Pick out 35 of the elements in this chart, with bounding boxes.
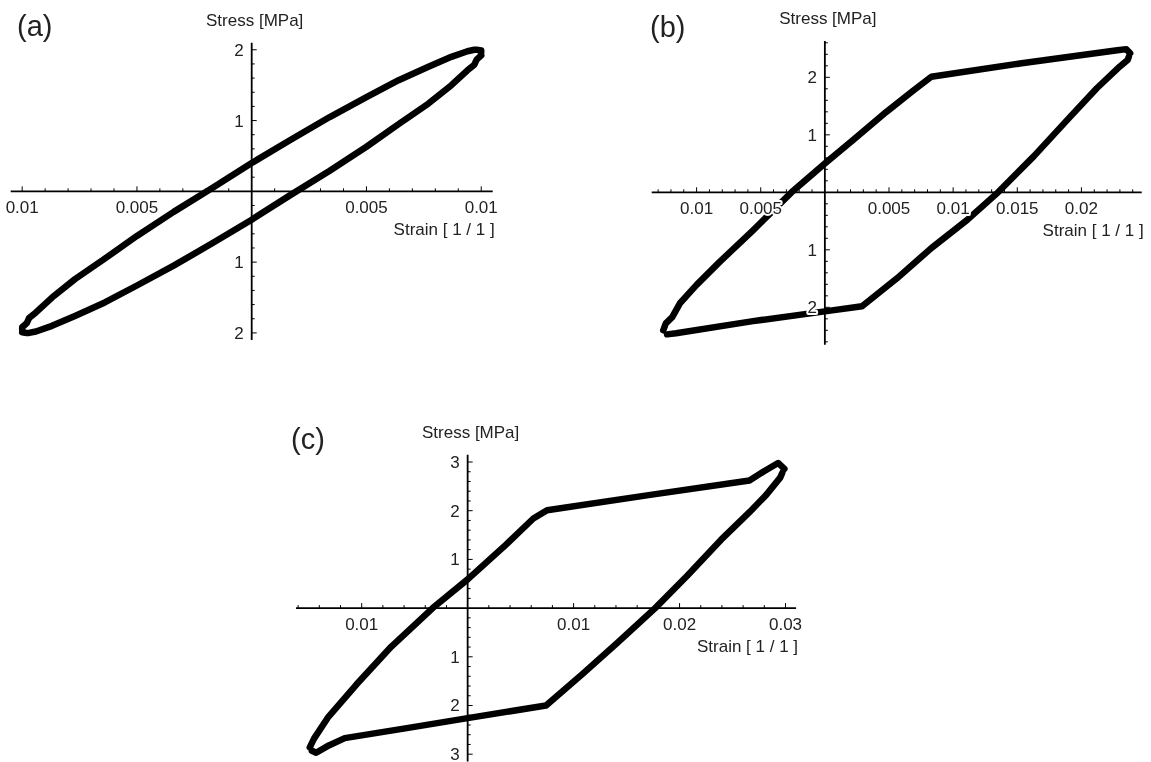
y-tick-label: 3 xyxy=(450,745,460,762)
x-tick-label: 0.02 xyxy=(1064,199,1098,219)
x-axis-title: Strain [ 1 / 1 ] xyxy=(393,220,495,240)
y-axis-title: Stress [MPa] xyxy=(206,10,304,30)
x-tick-label: 0.01 xyxy=(345,615,379,635)
y-tick-label: 2 xyxy=(234,40,244,60)
x-tick-label: 0.01 xyxy=(680,199,714,219)
y-tick-label: 2 xyxy=(234,323,244,343)
chart-title: (c) xyxy=(291,423,325,455)
y-tick-label: 1 xyxy=(807,240,817,260)
chart-title: (b) xyxy=(650,11,686,43)
x-tick-label: 0.005 xyxy=(867,199,911,219)
x-tick-label: 0.03 xyxy=(768,615,803,635)
x-tick-label: 0.01 xyxy=(936,199,970,219)
y-tick-label: 1 xyxy=(807,125,817,145)
x-tick-label: 0.02 xyxy=(663,615,697,635)
x-tick-label: 0.01 xyxy=(5,198,39,218)
y-tick-label: 2 xyxy=(807,68,817,88)
y-tick-label: 1 xyxy=(450,550,460,570)
y-tick-label: 3 xyxy=(450,452,460,472)
x-tick-label: 0.005 xyxy=(345,198,388,218)
y-tick-label: 1 xyxy=(234,253,244,273)
x-tick-label: 0.01 xyxy=(464,198,498,218)
x-axis-title: Strain [ 1 / 1 ] xyxy=(696,637,799,657)
x-tick-label: 0.015 xyxy=(996,199,1039,219)
x-axis-title: Strain [ 1 / 1 ] xyxy=(1042,221,1144,241)
y-tick-label: 2 xyxy=(450,696,460,716)
y-axis-title: Stress [MPa] xyxy=(779,9,877,29)
x-tick-label: 0.005 xyxy=(115,198,159,218)
y-axis-title: Stress [MPa] xyxy=(421,422,520,442)
x-tick-label: 0.01 xyxy=(557,615,591,635)
y-tick-label: 1 xyxy=(450,647,460,667)
y-tick-label: 2 xyxy=(450,501,460,521)
chart-title: (a) xyxy=(17,10,53,42)
y-tick-label: 1 xyxy=(234,111,244,131)
